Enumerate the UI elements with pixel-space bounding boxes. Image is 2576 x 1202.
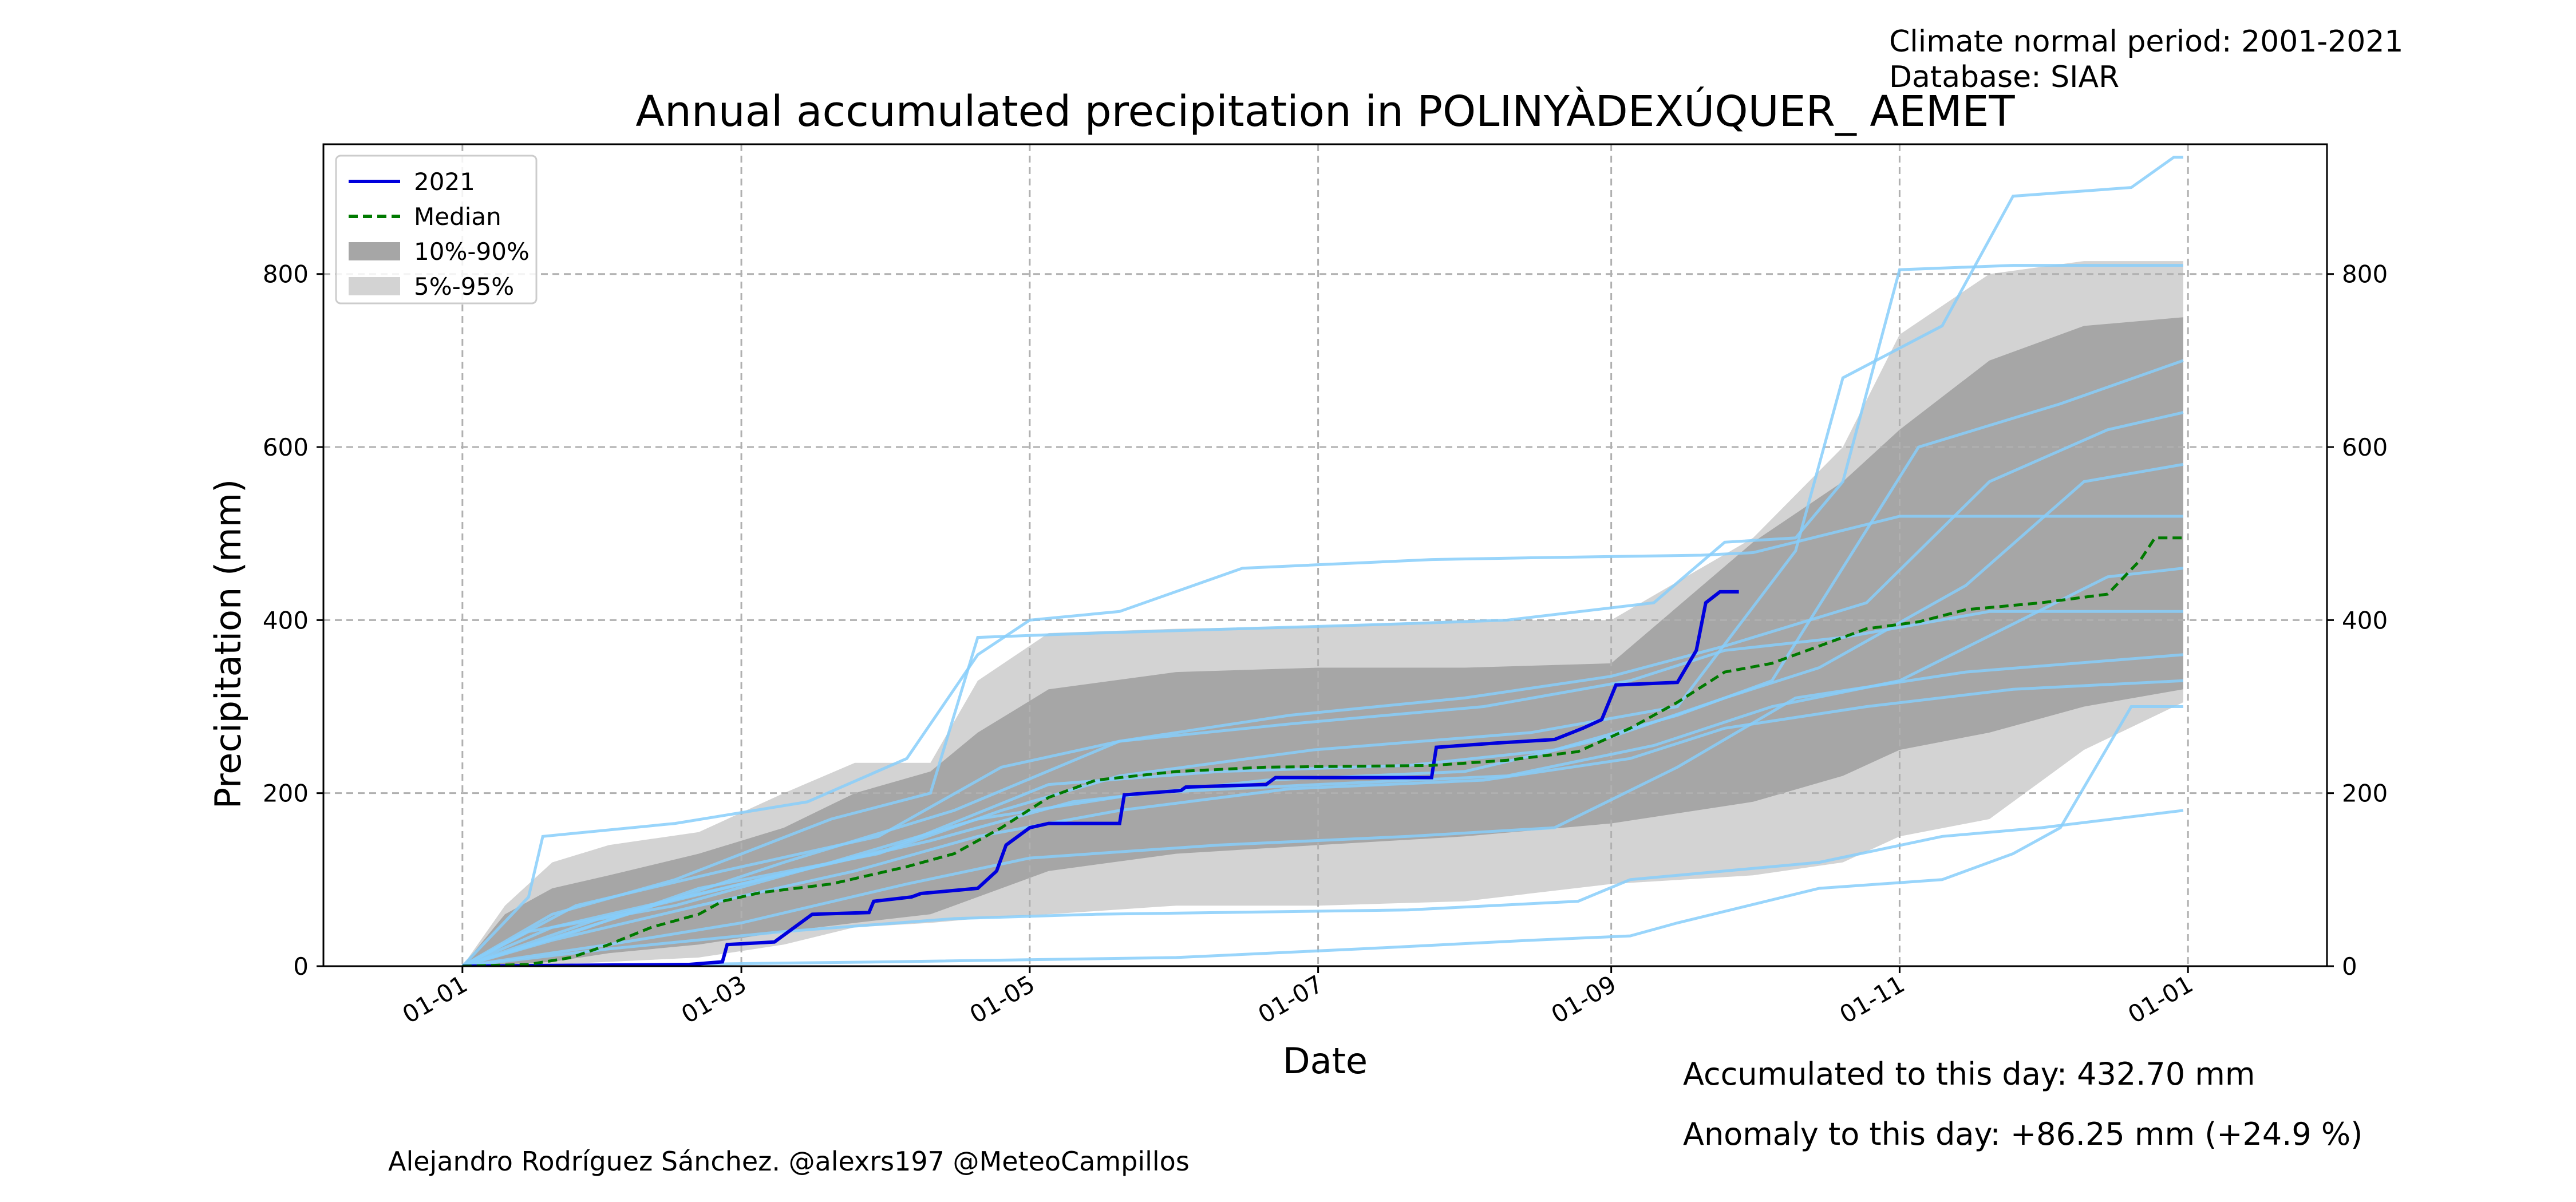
y-tick-label-left: 400 xyxy=(263,606,309,634)
y-tick-label-right: 0 xyxy=(2342,952,2357,980)
legend-swatch-5-95 xyxy=(349,277,400,295)
historical-year-line xyxy=(462,411,2184,966)
historical-year-line xyxy=(461,515,2183,966)
legend-label: Median xyxy=(414,203,501,231)
y-tick-label-right: 800 xyxy=(2342,260,2388,288)
historical-year-line xyxy=(462,705,2183,966)
historical-year-line xyxy=(462,653,2184,966)
author-credit: Alejandro Rodríguez Sánchez. @alexrs197 … xyxy=(388,1146,1190,1177)
historical-year-line xyxy=(462,156,2183,966)
historical-year-line xyxy=(461,462,2184,966)
legend-box xyxy=(335,155,538,305)
y-tick-label-right: 400 xyxy=(2342,606,2388,634)
historical-year-line xyxy=(461,264,2183,966)
x-axis-label: Date xyxy=(1283,1040,1368,1082)
y-tick-label-right: 200 xyxy=(2342,780,2388,808)
database-note: Database: SIAR xyxy=(1889,60,2119,94)
y-tick-label-left: 600 xyxy=(263,433,309,461)
historical-year-line xyxy=(461,610,2183,966)
plot-frame xyxy=(322,143,2328,967)
legend-label: 5%-95% xyxy=(414,272,514,300)
legend: 2021 Median 10%-90% 5%-95% xyxy=(335,155,538,305)
legend-label: 10%-90% xyxy=(414,238,530,266)
y-tick-label-left: 200 xyxy=(263,780,309,808)
legend-label: 2021 xyxy=(414,168,475,196)
historical-year-line xyxy=(461,567,2184,966)
historical-year-line xyxy=(462,809,2184,966)
median-line xyxy=(462,536,2183,966)
legend-swatch-10-90 xyxy=(349,242,400,260)
y-tick-label-right: 600 xyxy=(2342,433,2388,461)
current-year-line xyxy=(462,590,1739,966)
chart-title: Annual accumulated precipitation in POLI… xyxy=(635,86,2015,136)
y-tick-label-left: 800 xyxy=(263,260,309,288)
y-axis-label: Precipitation (mm) xyxy=(207,479,249,809)
y-tick-label-left: 0 xyxy=(293,952,309,980)
accumulated-to-date: Accumulated to this day: 432.70 mm xyxy=(1683,1056,2255,1092)
anomaly-to-date: Anomaly to this day: +86.25 mm (+24.9 %) xyxy=(1683,1116,2362,1152)
historical-year-line xyxy=(462,679,2184,966)
normal-period-note: Climate normal period: 2001-2021 xyxy=(1889,25,2404,59)
